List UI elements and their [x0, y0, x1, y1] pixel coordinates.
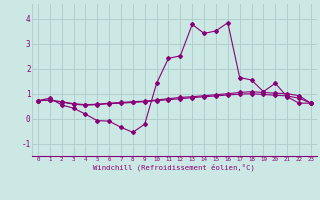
X-axis label: Windchill (Refroidissement éolien,°C): Windchill (Refroidissement éolien,°C) [93, 164, 255, 171]
